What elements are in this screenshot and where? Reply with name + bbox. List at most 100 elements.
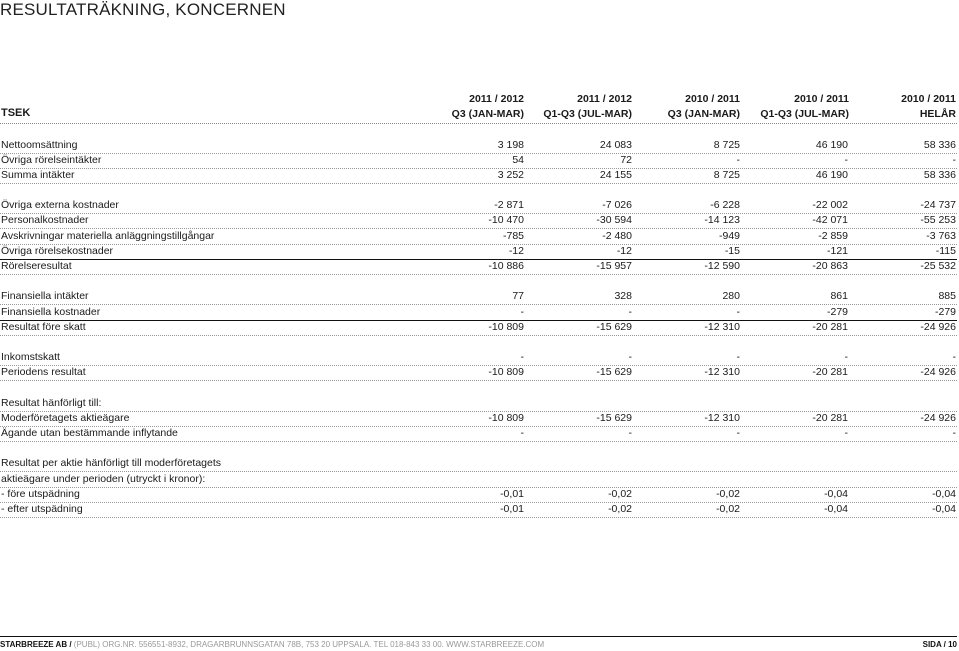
row-value-col-2: -0,02 <box>608 503 632 515</box>
row-value-col-3: -14 123 <box>704 214 740 226</box>
table-row: Resultat hänförligt till: <box>0 396 957 412</box>
header-col-1-period: Q3 (JAN-MAR) <box>451 108 524 120</box>
row-value-col-1: -10 809 <box>488 366 524 378</box>
header-col-4: 2010 / 2011 Q1-Q3 (JUL-MAR) <box>719 92 849 122</box>
row-value-col-3: -0,02 <box>716 503 740 515</box>
footer-company: STARBREEZE AB / <box>0 640 72 649</box>
header-col-3-year: 2010 / 2011 <box>685 93 740 105</box>
row-value-col-1: - <box>520 306 525 318</box>
table-row: Rörelseresultat -10 886 -15 957 -12 590 -20 … <box>0 259 957 275</box>
table-row: Inkomstskatt - - - - - <box>0 350 957 366</box>
row-label: - efter utspädning <box>1 503 83 515</box>
row-value-col-3: - <box>736 427 741 439</box>
row-value-col-5: 58 336 <box>923 169 956 181</box>
row-value-col-2: -15 629 <box>596 321 632 333</box>
row-label: Övriga rörelseintäkter <box>1 154 102 166</box>
row-value-col-4: -2 859 <box>818 230 848 242</box>
row-label: Resultat hänförligt till: <box>1 397 102 409</box>
row-value-col-3: -0,02 <box>716 488 740 500</box>
row-value-col-2: - <box>628 306 633 318</box>
row-value-col-5: -3 763 <box>926 230 956 242</box>
table-row: Övriga rörelseintäkter 54 72 - - - <box>0 153 957 169</box>
row-value-col-1: -785 <box>502 230 524 242</box>
header-col-1: 2011 / 2012 Q3 (JAN-MAR) <box>394 92 524 122</box>
row-label: Nettoomsättning <box>1 139 78 151</box>
table-row: Moderföretagets aktieägare -10 809 -15 629… <box>0 411 957 427</box>
table-row: Avskrivningar materiella anläggningstill… <box>0 229 957 245</box>
row-label: Avskrivningar materiella anläggningstill… <box>1 230 215 242</box>
row-value-col-2: -12 <box>616 245 632 257</box>
row-value-col-5: -0,04 <box>932 503 956 515</box>
row-value-col-1: 54 <box>512 154 524 166</box>
row-value-col-1: - <box>520 427 525 439</box>
row-value-col-5: -24 926 <box>920 321 956 333</box>
row-value-col-5: 885 <box>938 290 956 302</box>
table-header: TSEK 2011 / 2012 Q3 (JAN-MAR) 2011 / 201… <box>0 92 957 122</box>
table-row: Övriga externa kostnader -2 871 -7 026 -6 2… <box>0 198 957 214</box>
row-value-col-2: 24 083 <box>599 139 632 151</box>
row-value-col-2: -15 957 <box>596 260 632 272</box>
header-col-5-year: 2010 / 2011 <box>901 93 956 105</box>
page-number: SIDA / 10 <box>922 640 957 649</box>
footer-details: (PUBL) ORG.NR. 556551-8932, DRAGARBRUNNS… <box>73 640 545 649</box>
row-value-col-4: -20 281 <box>812 366 848 378</box>
row-label: Periodens resultat <box>1 366 86 378</box>
row-label: Summa intäkter <box>1 169 75 181</box>
row-label: Inkomstskatt <box>1 351 60 363</box>
table-row: Resultat per aktie hänförligt till moder… <box>0 456 957 472</box>
row-value-col-2: 328 <box>614 290 632 302</box>
row-value-col-5: -0,04 <box>932 488 956 500</box>
row-value-col-2: 72 <box>620 154 632 166</box>
row-value-col-1: -12 <box>508 245 524 257</box>
row-value-col-2: -2 480 <box>602 230 632 242</box>
row-value-col-3: -12 590 <box>704 260 740 272</box>
row-value-col-1: -0,01 <box>500 503 524 515</box>
row-value-col-3: 8 725 <box>713 169 740 181</box>
row-value-col-3: -12 310 <box>704 412 740 424</box>
row-value-col-4: -20 281 <box>812 412 848 424</box>
table-row: Ägande utan bestämmande inflytande - - - - - <box>0 426 957 442</box>
header-col-3: 2010 / 2011 Q3 (JAN-MAR) <box>610 92 740 122</box>
row-value-col-5: -24 926 <box>920 366 956 378</box>
table-row: Personalkostnader -10 470 -30 594 -14 123 -4… <box>0 213 957 229</box>
row-value-col-3: 8 725 <box>713 139 740 151</box>
row-value-col-2: -15 629 <box>596 366 632 378</box>
page-title: RESULTATRÄKNING, KONCERNEN <box>0 0 286 19</box>
row-value-col-3: - <box>736 154 741 166</box>
row-label: Personalkostnader <box>1 214 89 226</box>
table-row: Övriga rörelsekostnader -12 -12 -15 -121 -115 <box>0 244 957 260</box>
row-value-col-2: -30 594 <box>596 214 632 226</box>
row-value-col-1: -10 886 <box>488 260 524 272</box>
row-value-col-1: - <box>520 351 525 363</box>
row-label: Ägande utan bestämmande inflytande <box>1 427 178 439</box>
row-value-col-3: -949 <box>718 230 740 242</box>
row-value-col-2: - <box>628 351 633 363</box>
table-row: - efter utspädning -0,01 -0,02 -0,02 -0,04 -0… <box>0 502 957 518</box>
row-value-col-1: -0,01 <box>500 488 524 500</box>
row-value-col-3: - <box>736 351 741 363</box>
row-value-col-1: 3 198 <box>497 139 524 151</box>
row-value-col-5: - <box>952 351 957 363</box>
row-value-col-1: -2 871 <box>494 199 524 211</box>
row-value-col-2: -7 026 <box>602 199 632 211</box>
footer-divider <box>0 636 957 637</box>
row-value-col-4: - <box>844 351 849 363</box>
header-col-2-year: 2011 / 2012 <box>577 93 632 105</box>
row-label: Finansiella intäkter <box>1 290 89 302</box>
header-unit-label: TSEK <box>1 107 31 119</box>
row-value-col-4: 46 190 <box>815 139 848 151</box>
table-row: Summa intäkter 3 252 24 155 8 725 46 190 58 3… <box>0 168 957 184</box>
table-row: Finansiella kostnader - - - -279 -279 <box>0 305 957 321</box>
table-row: - före utspädning -0,01 -0,02 -0,02 -0,04 -0,… <box>0 487 957 503</box>
row-value-col-2: -15 629 <box>596 412 632 424</box>
header-col-2-period: Q1-Q3 (JUL-MAR) <box>543 108 632 120</box>
row-value-col-5: -279 <box>934 306 956 318</box>
row-value-col-4: 46 190 <box>815 169 848 181</box>
row-value-col-1: -10 809 <box>488 412 524 424</box>
row-value-col-2: - <box>628 427 633 439</box>
row-value-col-1: -10 470 <box>488 214 524 226</box>
row-label: aktieägare under perioden (utryckt i kro… <box>1 473 206 485</box>
row-value-col-5: - <box>952 427 957 439</box>
row-value-col-1: -10 809 <box>488 321 524 333</box>
row-value-col-3: 280 <box>722 290 740 302</box>
